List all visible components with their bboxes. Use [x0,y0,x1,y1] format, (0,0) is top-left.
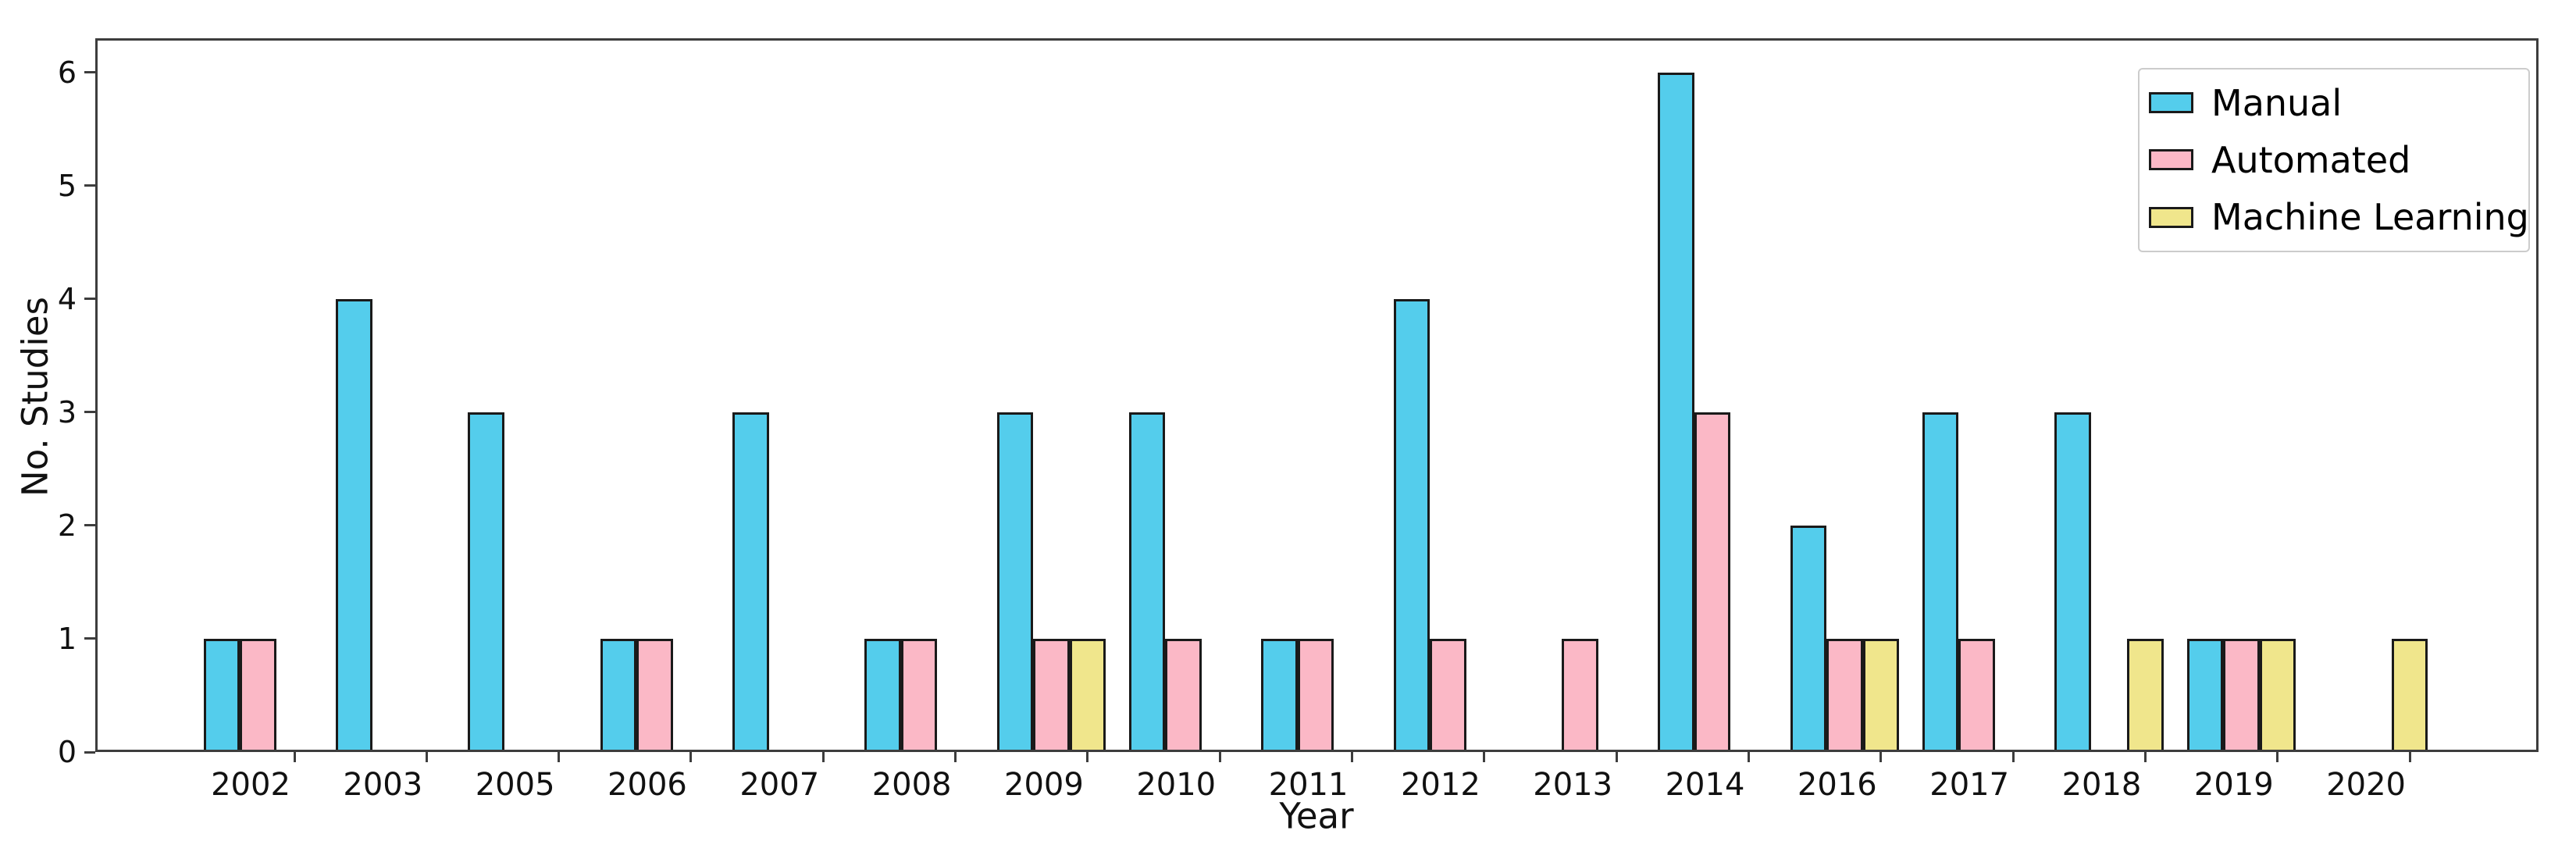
x-tick-2005 [558,752,561,762]
legend-swatch-manual-icon [2149,92,2193,114]
bar-automated-2013 [1562,638,1598,752]
legend-rows: Manual Automated Machine Learning [2140,74,2529,246]
bar-automated-2002 [240,638,276,752]
bar-manual-2010 [1128,412,1166,752]
x-tick-label-2014: 2014 [1665,767,1745,803]
bar-manual-2012 [1393,298,1431,752]
y-tick-label-5: 5 [57,168,77,203]
bar-automated-2014 [1694,412,1731,752]
x-tick-2020 [2408,752,2411,762]
bar-manual-2011 [1261,638,1298,752]
y-tick-2 [84,524,95,527]
x-tick-label-2005: 2005 [475,767,555,803]
bar-automated-2012 [1430,638,1466,752]
y-tick-1 [84,637,95,640]
bar-automated-2016 [1826,638,1863,752]
x-tick-2013 [1615,752,1618,762]
x-tick-2019 [2276,752,2279,762]
legend-row-manual: Manual [2140,84,2528,123]
legend-label-automated: Automated [2211,138,2411,181]
plot-area: Manual Automated Machine Learning [95,38,2539,752]
x-tick-2011 [1351,752,1354,762]
x-tick-2017 [2011,752,2015,762]
x-tick-2018 [2143,752,2147,762]
x-tick-label-2010: 2010 [1136,767,1217,803]
bar-automated-2010 [1165,638,1202,752]
x-tick-2016 [1879,752,1883,762]
legend-row-machine-learning: Machine Learning [2140,196,2529,239]
x-tick-2009 [1086,752,1089,762]
bar-manual-2014 [1658,72,1694,752]
y-tick-label-2: 2 [57,508,77,543]
y-tick-6 [84,71,95,74]
y-tick-0 [84,750,95,754]
x-tick-label-2007: 2007 [739,767,820,803]
y-tick-5 [84,184,95,187]
bar-manual-2009 [996,412,1034,752]
bar-automated-2017 [1958,638,1995,752]
bar-manual-2016 [1790,525,1827,752]
y-tick-3 [84,411,95,414]
y-tick-label-1: 1 [57,621,77,656]
bar-manual-2003 [336,298,372,752]
x-tick-label-2016: 2016 [1797,767,1877,803]
legend: Manual Automated Machine Learning [2138,68,2530,252]
x-tick-label-2009: 2009 [1004,767,1084,803]
x-tick-label-2020: 2020 [2326,767,2406,803]
bar-manual-2005 [468,412,504,752]
x-tick-2006 [689,752,693,762]
bar-automated-2006 [636,638,673,752]
legend-swatch-automated-icon [2149,149,2193,171]
bar-automated-2019 [2223,638,2260,752]
x-axis-label: Year [1279,795,1354,837]
bar-manual-2018 [2054,412,2091,752]
bar-automated-2009 [1033,638,1070,752]
x-tick-2008 [954,752,957,762]
x-tick-label-2002: 2002 [211,767,290,803]
x-tick-2002 [293,752,296,762]
bar-machine-learning-2009 [1069,638,1106,752]
bar-manual-2002 [203,638,240,752]
y-tick-4 [84,298,95,301]
x-tick-label-2013: 2013 [1533,767,1613,803]
x-tick-2007 [821,752,825,762]
x-tick-2010 [1218,752,1221,762]
bar-manual-2017 [1922,412,1959,752]
bar-machine-learning-2019 [2259,638,2296,752]
y-tick-label-3: 3 [57,394,77,430]
x-tick-label-2012: 2012 [1400,767,1480,803]
bar-manual-2008 [864,638,901,752]
bar-manual-2007 [732,412,769,752]
legend-label-machine-learning: Machine Learning [2211,196,2529,239]
y-tick-label-0: 0 [57,735,77,769]
bar-machine-learning-2020 [2391,638,2428,752]
x-tick-label-2017: 2017 [1929,767,2010,803]
x-tick-label-2006: 2006 [607,767,687,803]
bar-automated-2011 [1297,638,1334,752]
x-tick-label-2011: 2011 [1268,767,1349,803]
x-tick-2003 [425,752,428,762]
legend-swatch-machine-learning-icon [2149,206,2193,228]
bar-machine-learning-2016 [1862,638,1900,752]
bar-manual-2019 [2186,638,2224,752]
x-tick-2012 [1483,752,1486,762]
bar-machine-learning-2018 [2127,638,2164,752]
x-tick-label-2019: 2019 [2193,767,2274,803]
x-tick-2014 [1748,752,1751,762]
bar-automated-2008 [900,638,938,752]
y-tick-label-4: 4 [57,281,77,316]
legend-row-automated: Automated [2140,141,2528,180]
legend-label-manual: Manual [2211,81,2343,124]
y-tick-label-6: 6 [57,55,77,90]
x-tick-label-2008: 2008 [871,767,952,803]
x-tick-label-2018: 2018 [2061,767,2142,803]
x-tick-label-2003: 2003 [343,767,423,803]
bar-manual-2006 [600,638,637,752]
